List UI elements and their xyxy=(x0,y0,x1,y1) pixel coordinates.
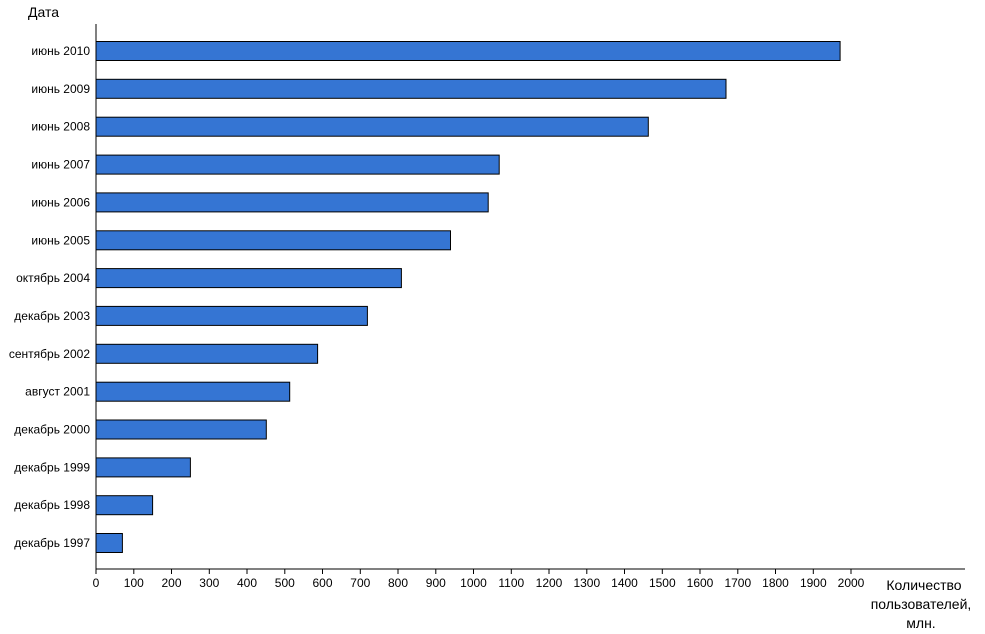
category-label: июнь 2005 xyxy=(31,233,90,247)
x-tick-label: 300 xyxy=(199,576,219,590)
bar xyxy=(95,268,402,289)
category-label: август 2001 xyxy=(25,385,90,399)
bar xyxy=(95,116,649,137)
x-tick-label: 600 xyxy=(312,576,332,590)
category-label: июнь 2007 xyxy=(31,158,90,172)
x-tick-label: 1200 xyxy=(536,576,563,590)
x-tick-label: 1300 xyxy=(573,576,600,590)
x-tick-label: 1100 xyxy=(498,576,524,590)
category-label: июнь 2008 xyxy=(31,120,90,134)
bar xyxy=(95,533,123,553)
x-tick-label: 1700 xyxy=(724,576,751,590)
x-tick-label: 1600 xyxy=(687,576,714,590)
x-tick-label: 500 xyxy=(275,576,295,590)
y-axis-title: Дата xyxy=(28,4,59,20)
category-label: декабрь 1999 xyxy=(14,460,90,474)
bar xyxy=(95,495,154,516)
category-label: декабрь 1998 xyxy=(14,498,90,512)
x-tick-label: 1500 xyxy=(649,576,676,590)
x-tick-label: 200 xyxy=(161,576,181,590)
x-tick-label: 900 xyxy=(426,576,446,590)
x-tick-label: 0 xyxy=(93,576,100,590)
category-label: декабрь 2003 xyxy=(14,309,90,323)
bar xyxy=(95,230,451,251)
x-axis-title-line-1: Количество xyxy=(886,577,961,593)
category-label: июнь 2009 xyxy=(31,82,90,96)
bar xyxy=(95,343,319,364)
bar xyxy=(95,192,489,213)
category-label: октябрь 2004 xyxy=(16,271,90,285)
bars-group xyxy=(95,41,841,553)
x-tick-label: 400 xyxy=(237,576,257,590)
x-tick-label: 800 xyxy=(388,576,408,590)
category-label: декабрь 1997 xyxy=(14,536,90,550)
x-tick-label: 700 xyxy=(350,576,370,590)
x-tick-label: 1400 xyxy=(611,576,638,590)
x-ticks-group: 0 100 200 300 400 500 600 700 800 900 1000 1100 1200… xyxy=(93,569,865,590)
category-label: июнь 2010 xyxy=(31,44,90,58)
category-labels-group: июнь 2010 июнь 2009 июнь 2008 июнь 2007 июнь… xyxy=(9,44,90,550)
bar xyxy=(95,154,500,175)
bar xyxy=(95,457,191,478)
x-tick-label: 2000 xyxy=(838,576,865,590)
x-tick-label: 1900 xyxy=(800,576,827,590)
category-label: сентябрь 2002 xyxy=(9,347,90,361)
x-tick-label: 1000 xyxy=(460,576,487,590)
x-axis-title-line-2: пользователей, xyxy=(871,596,972,612)
bar xyxy=(95,78,727,99)
bar xyxy=(95,305,368,326)
bar xyxy=(95,381,291,402)
x-tick-label: 1800 xyxy=(762,576,789,590)
x-axis-title-line-3: млн. xyxy=(906,615,935,631)
category-label: декабрь 2000 xyxy=(14,423,90,437)
bar xyxy=(95,41,841,61)
category-label: июнь 2006 xyxy=(31,195,90,209)
bar xyxy=(95,419,267,440)
x-tick-label: 100 xyxy=(124,576,144,590)
